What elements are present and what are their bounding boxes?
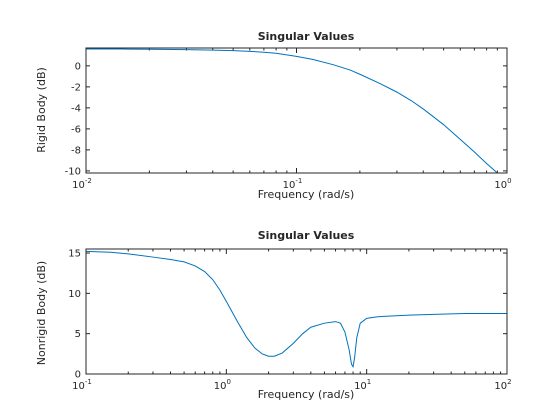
x-tick-label: 101 [354, 378, 371, 392]
axis-ticks: -10 -8 -6 -4 -2 0 10-2 10-1 100 [65, 48, 512, 191]
y-tick-label: -4 [71, 103, 81, 114]
x-tick-label: 10-2 [72, 177, 92, 191]
series-line [86, 250, 507, 369]
y-tick-label: 0 [75, 370, 81, 381]
x-axis-label: Frequency (rad/s) [258, 188, 355, 201]
y-tick-label: 5 [75, 329, 81, 340]
y-tick-label: -8 [71, 145, 81, 156]
axes-frame [85, 47, 508, 174]
y-tick-label: -10 [65, 166, 81, 177]
x-axis-label: Frequency (rad/s) [258, 388, 355, 401]
x-tick-label: 100 [214, 378, 231, 392]
x-tick-label: 10-1 [72, 378, 92, 392]
y-tick-label: 10 [68, 289, 81, 300]
series-line [86, 48, 499, 173]
axes-nonrigid-body: Singular Values Frequency (rad/s) Nonrig… [35, 229, 512, 401]
y-tick-label: 15 [68, 249, 81, 260]
y-axis-label: Rigid Body (dB) [35, 67, 48, 153]
axes-frame [85, 248, 508, 375]
x-tick-label: 102 [494, 378, 511, 392]
y-axis-label: Nonrigid Body (dB) [35, 261, 48, 365]
axes-rigid-body: Singular Values Frequency (rad/s) Rigid … [35, 30, 512, 201]
y-tick-label: 0 [75, 61, 81, 72]
chart-title: Singular Values [258, 30, 355, 43]
y-tick-label: -2 [71, 82, 81, 93]
chart-title: Singular Values [258, 229, 355, 242]
x-tick-label: 10-1 [283, 177, 303, 191]
y-tick-label: -6 [71, 124, 81, 135]
x-tick-label: 100 [494, 177, 511, 191]
